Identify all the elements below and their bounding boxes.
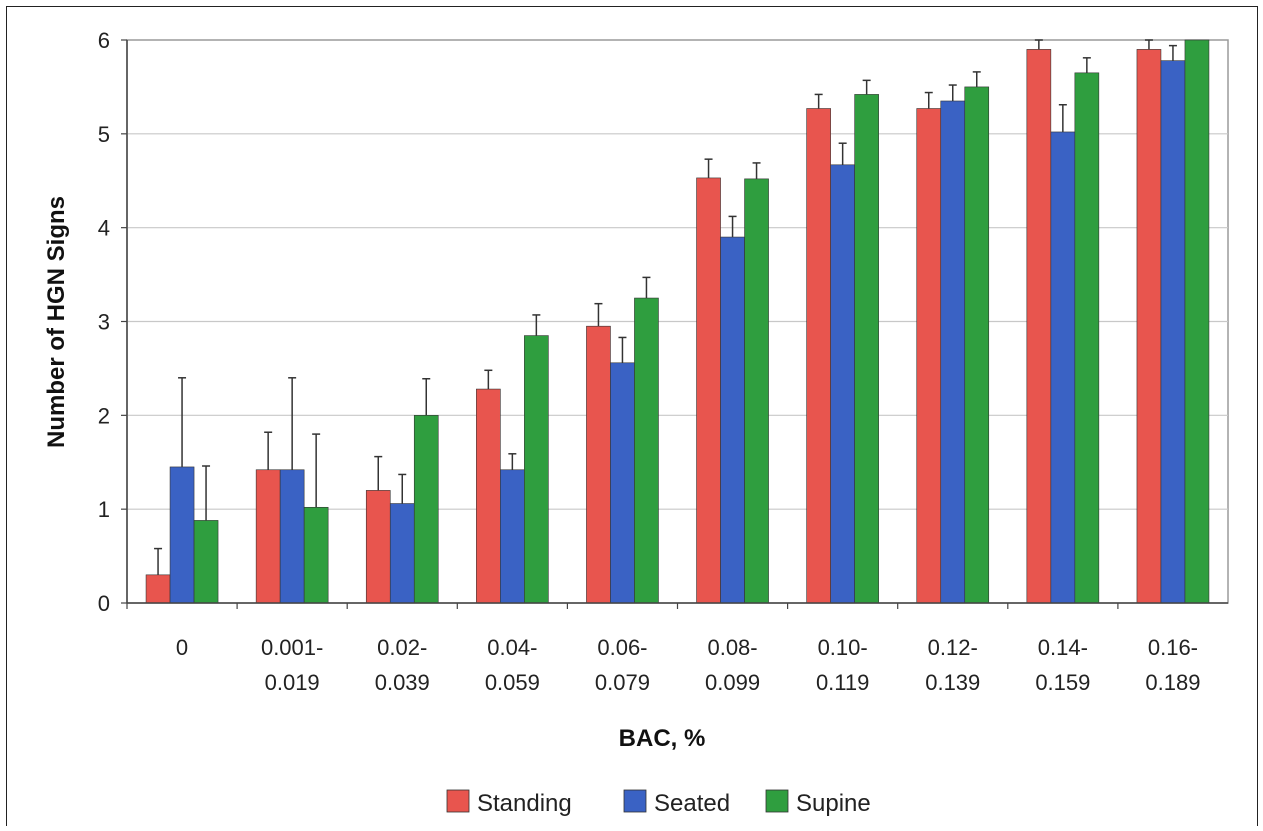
x-tick-label: 0.039: [375, 670, 430, 695]
bar-seated: [1050, 131, 1076, 604]
figure-frame: [6, 6, 1258, 826]
y-tick-label: 0: [98, 591, 110, 616]
x-tick-label: 0.04-: [487, 635, 537, 660]
bar-supine: [413, 415, 439, 604]
bar-standing: [145, 574, 171, 604]
bar-standing: [586, 325, 611, 604]
bar-standing: [365, 490, 391, 604]
y-tick-label: 5: [98, 122, 110, 147]
x-tick-label: 0.139: [925, 670, 980, 695]
legend-label-supine: Supine: [796, 790, 871, 817]
bar-seated: [830, 164, 855, 604]
bar-supine: [193, 520, 219, 604]
x-tick-label: 0.001-: [261, 635, 323, 660]
bar-standing: [696, 177, 721, 604]
x-tick-label: 0.12-: [928, 635, 978, 660]
x-tick-label: 0.06-: [597, 635, 647, 660]
x-tick-label: 0.16-: [1148, 635, 1198, 660]
x-tick-label: 0.079: [595, 670, 650, 695]
x-tick-label: 0.119: [816, 670, 869, 695]
bar-seated: [1160, 60, 1186, 604]
y-tick-label: 1: [98, 497, 110, 522]
x-tick-label: 0.159: [1035, 670, 1090, 695]
bar-standing: [1136, 49, 1162, 604]
bar-standing: [806, 108, 831, 604]
bar-seated: [610, 362, 635, 604]
y-tick-label: 2: [98, 403, 110, 428]
x-tick-label: 0.059: [485, 670, 540, 695]
axes: 0 1 2 3 4 5 6 0 0.001- 0.019 0.02- 0.039 0.04- 0.059 0…: [98, 28, 1228, 695]
x-axis-title: BAC, %: [619, 725, 706, 752]
bar-seated: [389, 503, 415, 604]
y-tick-label: 4: [98, 216, 110, 241]
bars: [145, 39, 1210, 604]
bar-standing: [476, 388, 501, 604]
bar-standing: [1026, 49, 1052, 604]
y-tick-label: 3: [98, 310, 110, 335]
bar-supine: [524, 335, 549, 604]
x-tick-label: 0.019: [265, 670, 320, 695]
bar-supine: [854, 94, 879, 604]
x-tick-label: 0.08-: [707, 635, 757, 660]
bar-seated: [500, 469, 525, 604]
bar-seated: [169, 466, 195, 604]
x-tick-label: 0.10-: [818, 635, 868, 660]
bar-standing: [916, 108, 942, 604]
bar-supine: [1074, 72, 1100, 604]
bar-supine: [744, 178, 769, 604]
y-tick-label: 6: [98, 28, 110, 53]
bar-seated: [720, 236, 745, 604]
x-tick-label: 0.02-: [377, 635, 427, 660]
legend-swatch-standing: [446, 789, 470, 813]
legend-swatch-supine: [765, 789, 789, 813]
bar-supine: [303, 506, 329, 604]
bar-seated: [940, 100, 966, 604]
x-tick-label: 0.099: [705, 670, 760, 695]
bar-supine: [634, 297, 659, 604]
y-axis-title: Number of HGN Signs: [43, 196, 70, 448]
bar-supine: [1184, 39, 1210, 604]
legend-label-seated: Seated: [654, 790, 730, 817]
bar-standing: [255, 469, 281, 604]
x-tick-label: 0.14-: [1038, 635, 1088, 660]
bar-supine: [964, 86, 990, 604]
legend: Standing Seated Supine: [446, 789, 871, 817]
x-tick-label: 0: [176, 635, 188, 660]
x-tick-label: 0.189: [1145, 670, 1200, 695]
legend-label-standing: Standing: [477, 790, 572, 817]
bar-seated: [279, 469, 305, 604]
legend-swatch-seated: [623, 789, 647, 813]
